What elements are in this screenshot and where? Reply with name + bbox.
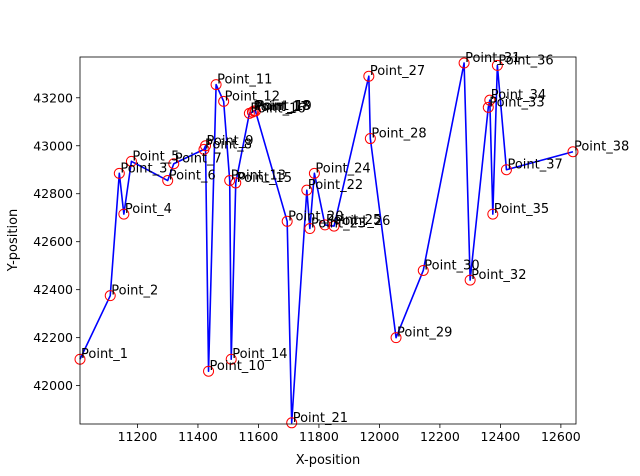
data-point-marker [458,57,470,69]
data-point-label: Point_22 [308,178,363,193]
data-point-label: Point_10 [210,359,265,374]
data-point-label: Point_21 [293,411,348,426]
label-layer: Point_1Point_2Point_3Point_4Point_5Point… [81,51,629,426]
data-point-label: Point_12 [225,89,280,104]
data-point-label: Point_14 [232,347,287,362]
data-point-label: Point_36 [498,53,553,68]
data-point-marker [484,94,496,106]
data-point-marker [249,105,261,117]
data-point-marker [417,264,429,276]
y-tick-label: 42800 [33,186,73,201]
data-point-marker [500,164,512,176]
data-point-marker [464,274,476,286]
x-tick-label: 11800 [299,429,339,444]
data-point-marker [225,353,237,365]
data-point-label: Point_17 [253,100,308,115]
data-point-marker [168,158,180,170]
data-point-marker [319,219,331,231]
data-point-label: Point_1 [81,347,128,362]
x-tick-label: 12200 [420,429,460,444]
y-tick-label: 43200 [33,90,73,105]
data-point-marker [210,79,222,91]
data-point-label: Point_29 [397,326,452,341]
data-point-marker [482,101,494,113]
data-point-label: Point_26 [335,214,390,229]
data-point-label: Point_35 [494,202,549,217]
data-point-marker [308,167,320,179]
data-point-marker [286,417,298,429]
x-tick-label: 12600 [541,429,581,444]
x-axis-label: X-position [296,453,360,468]
data-point-marker [328,220,340,232]
data-point-marker [491,59,503,71]
data-point-label: Point_7 [175,152,222,167]
data-point-label: Point_32 [471,268,526,283]
plot-area [80,57,576,424]
x-tick-label: 11400 [178,429,218,444]
y-tick-label: 42000 [33,378,73,393]
y-tick-label: 43000 [33,138,73,153]
data-point-label: Point_38 [574,140,629,155]
data-point-marker [104,290,116,302]
data-point-label: Point_15 [237,171,292,186]
data-point-label: Point_8 [205,137,252,152]
y-axis-label: Y-position [6,209,21,273]
data-point-marker [304,223,316,235]
data-point-label: Point_24 [315,161,370,176]
data-point-marker [125,155,137,167]
data-point-marker [364,133,376,145]
data-point-label: Point_30 [424,258,479,273]
x-tick-label: 12000 [360,429,400,444]
data-point-label: Point_13 [231,169,286,184]
data-point-label: Point_19 [256,99,311,114]
data-point-label: Point_18 [255,99,310,114]
data-point-label: Point_31 [465,51,520,66]
y-tick-label: 42200 [33,330,73,345]
x-tick-label: 12400 [481,429,521,444]
data-point-label: Point_16 [250,101,305,116]
plot-frame [79,56,577,425]
data-point-marker [281,215,293,227]
data-point-marker [363,70,375,82]
data-point-label: Point_5 [132,149,179,164]
data-point-label: Point_25 [326,213,381,228]
series-line [79,62,574,424]
data-point-label: Point_2 [111,284,158,299]
data-point-label: Point_33 [489,95,544,110]
data-point-label: Point_9 [207,134,254,149]
data-point-label: Point_23 [311,217,366,232]
data-point-marker [162,175,174,187]
x-tick-label: 11200 [118,429,158,444]
data-point-label: Point_6 [169,169,216,184]
data-point-label: Point_20 [288,209,343,224]
line-layer [79,62,574,424]
data-point-marker [390,332,402,344]
data-point-label: Point_34 [491,88,546,103]
data-point-marker [218,95,230,107]
data-point-label: Point_11 [217,73,272,88]
data-point-marker [301,184,313,196]
data-point-marker [224,175,236,187]
y-tick-label: 42400 [33,282,73,297]
data-point-label: Point_27 [370,64,425,79]
y-tick-label: 42600 [33,234,73,249]
data-point-marker [203,365,215,377]
x-tick-label: 11600 [239,429,279,444]
data-point-marker [113,167,125,179]
data-point-marker [487,208,499,220]
data-point-label: Point_37 [507,158,562,173]
data-point-label: Point_3 [120,161,167,176]
data-point-label: Point_4 [125,202,172,217]
data-point-marker [567,146,579,158]
ticks-layer: 11200 11400 11600 11800 12000 12200 12400 12600… [33,90,581,444]
data-point-label: Point_28 [371,127,426,142]
data-point-marker [118,208,130,220]
data-point-marker [230,177,242,189]
data-point-marker [200,140,212,152]
